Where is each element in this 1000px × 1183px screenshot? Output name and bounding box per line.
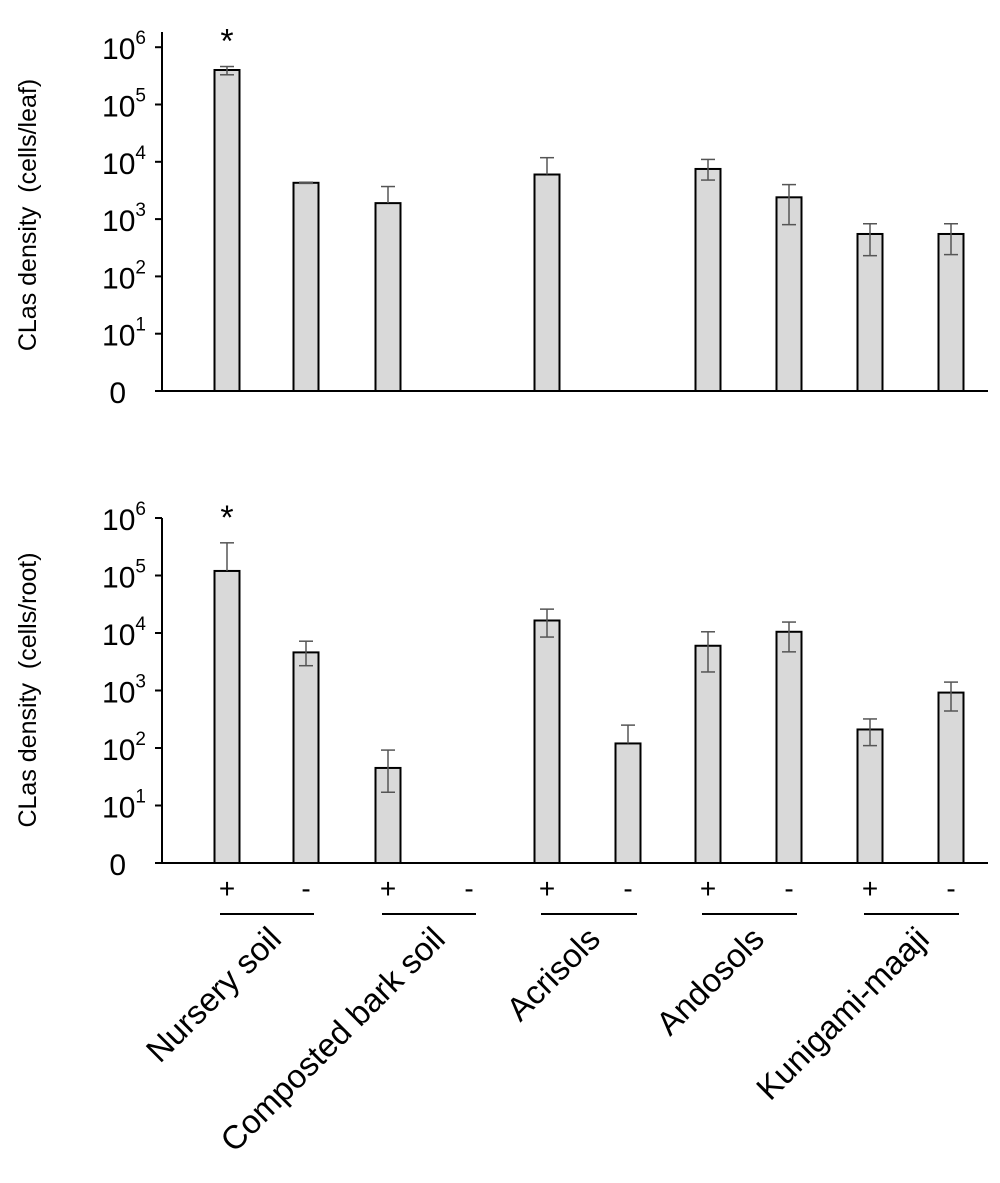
y-tick-exponent: 3 xyxy=(135,672,146,693)
bar xyxy=(292,181,320,392)
y-tick-exponent: 6 xyxy=(135,499,146,520)
leaf-y-axis-label: CLas density (cells/leaf) xyxy=(14,79,42,351)
group-label: Acrisols xyxy=(499,920,607,1028)
y-tick-label: 103 xyxy=(102,200,146,238)
panel-leaf: * 0 101 102 103 104 105 106 CLas density (cell… xyxy=(14,23,988,410)
significance-marker: * xyxy=(220,499,233,537)
bar xyxy=(292,651,320,864)
y-tick-label: 105 xyxy=(102,86,146,124)
y-tick-label: 101 xyxy=(102,787,146,825)
bar xyxy=(374,202,402,392)
bar xyxy=(213,569,241,864)
y-tick-exponent: 4 xyxy=(135,143,146,164)
sign-label: - xyxy=(464,873,473,904)
y-tick-label: 105 xyxy=(102,557,146,595)
bar xyxy=(775,196,803,392)
root-y-axis-label: CLas density (cells/root) xyxy=(14,552,42,827)
root-bars: * xyxy=(213,499,965,865)
x-group-labels: Nursery soil Composted bark soil Acrisol… xyxy=(139,920,936,1159)
sign-label: - xyxy=(784,873,793,904)
y-tick-exponent: 5 xyxy=(135,557,146,578)
bar xyxy=(937,232,965,392)
y-tick-label: 106 xyxy=(102,499,146,537)
bar xyxy=(533,173,561,392)
bar xyxy=(937,691,965,865)
bar xyxy=(856,728,884,865)
y-tick-label: 104 xyxy=(102,614,146,652)
group-label: Kunigami-maaji xyxy=(749,920,936,1107)
y-tick-exponent: 4 xyxy=(135,614,146,635)
bar xyxy=(694,167,722,392)
sign-label: - xyxy=(946,873,955,904)
y-tick-exponent: 2 xyxy=(135,257,146,278)
y-tick-exponent: 1 xyxy=(135,315,146,336)
group-label: Nursery soil xyxy=(139,920,288,1069)
y-tick-label: 104 xyxy=(102,143,146,181)
y-tick-exponent: 5 xyxy=(135,86,146,107)
sign-label: + xyxy=(539,873,555,904)
bar xyxy=(213,69,241,393)
y-tick-label: 103 xyxy=(102,672,146,710)
y-tick-label: 0 xyxy=(109,849,126,882)
bar xyxy=(694,644,722,864)
bar xyxy=(775,630,803,864)
bar xyxy=(614,742,642,865)
sign-label: + xyxy=(700,873,716,904)
x-axis-signs: + - + - + - + - + - xyxy=(219,873,956,904)
panel-root: * 0 101 102 103 104 105 106 CLas density (cell… xyxy=(14,499,988,882)
y-tick-exponent: 2 xyxy=(135,729,146,750)
y-tick-exponent: 3 xyxy=(135,200,146,221)
y-tick-label: 101 xyxy=(102,315,146,353)
root-y-ticks: 0 101 102 103 104 105 106 xyxy=(102,499,162,882)
group-label: Andosols xyxy=(649,920,771,1042)
y-tick-exponent: 1 xyxy=(135,787,146,808)
y-tick-label: 0 xyxy=(109,377,126,410)
sign-label: + xyxy=(380,873,396,904)
sign-label: - xyxy=(301,873,310,904)
y-tick-label: 102 xyxy=(102,729,146,767)
leaf-y-ticks: 0 101 102 103 104 105 106 xyxy=(102,28,162,410)
bar xyxy=(533,619,561,865)
y-tick-exponent: 6 xyxy=(135,28,146,49)
leaf-bars: * xyxy=(213,23,965,393)
sign-label: + xyxy=(219,873,235,904)
y-tick-label: 102 xyxy=(102,257,146,295)
significance-marker: * xyxy=(220,23,233,61)
sign-label: - xyxy=(623,873,632,904)
sign-label: + xyxy=(862,873,878,904)
bar xyxy=(856,232,884,392)
y-tick-label: 106 xyxy=(102,28,146,66)
